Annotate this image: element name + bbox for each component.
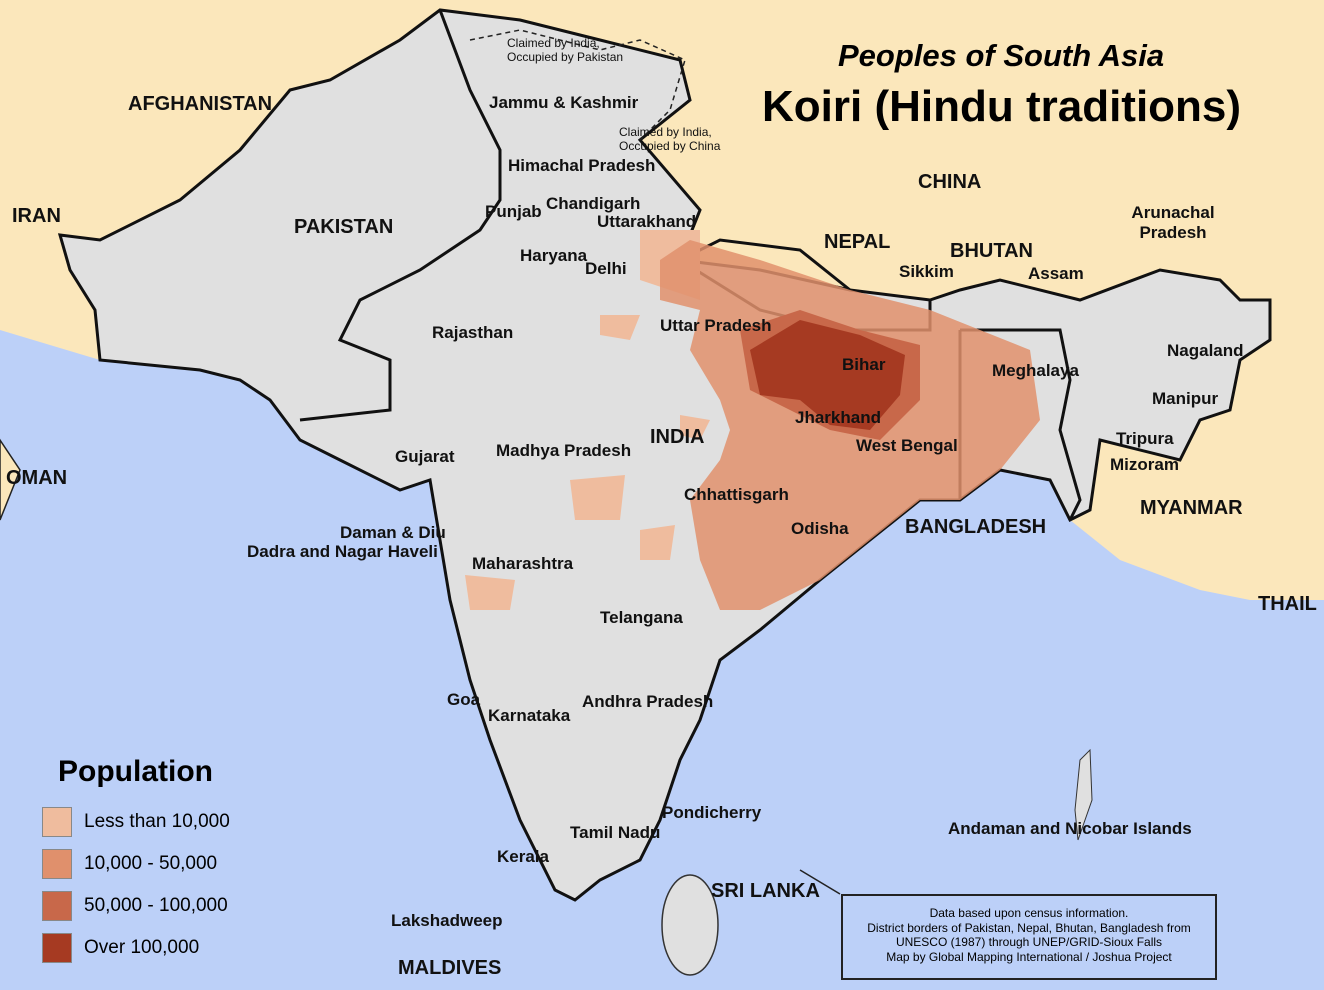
region-label: Tamil Nadu — [570, 823, 661, 842]
legend-label: 10,000 - 50,000 — [84, 853, 218, 874]
credits-box: Data based upon census information. Dist… — [841, 894, 1217, 980]
legend-label: Over 100,000 — [84, 937, 200, 958]
country-label: OMAN — [6, 467, 68, 489]
region-label: Delhi — [585, 259, 627, 278]
legend-item: 10,000 - 50,000 — [42, 849, 217, 879]
region-label: Dadra and Nagar Haveli — [247, 542, 438, 561]
legend-item: Over 100,000 — [42, 933, 199, 963]
country-label: SRI LANKA — [711, 880, 820, 902]
legend-swatch — [42, 807, 72, 837]
country-label: BHUTAN — [950, 240, 1033, 262]
pakistan-india-border — [299, 9, 502, 422]
region-label: Andaman and Nicobar Islands — [948, 819, 1192, 838]
region-label: Punjab — [485, 202, 542, 221]
region-label: Gujarat — [395, 447, 455, 466]
claim-note: Claimed by India, Occupied by Pakistan — [507, 36, 624, 64]
region-label: Uttarakhand — [597, 212, 697, 231]
claim-note: Claimed by India, Occupied by China — [619, 125, 721, 153]
region-label: Goa — [447, 690, 481, 709]
andaman-islands — [1074, 748, 1093, 841]
country-label: BANGLADESH — [905, 516, 1047, 538]
country-label: MALDIVES — [398, 957, 502, 979]
sri-lanka-land — [661, 874, 719, 976]
legend-swatch — [42, 849, 72, 879]
region-label: Uttar Pradesh — [660, 316, 772, 335]
country-label: NEPAL — [824, 231, 891, 253]
legend-item: 50,000 - 100,000 — [42, 891, 228, 921]
region-label: Kerala — [497, 847, 549, 866]
legend-swatch — [42, 891, 72, 921]
sea — [0, 330, 1324, 990]
map-title: Koiri (Hindu traditions) — [762, 82, 1242, 131]
region-label: Andhra Pradesh — [582, 692, 714, 711]
region-label: Rajasthan — [432, 323, 514, 342]
region-label: Haryana — [520, 246, 588, 265]
legend-item: Less than 10,000 — [42, 807, 230, 837]
region-label: Madhya Pradesh — [496, 441, 632, 460]
legend-swatch — [42, 933, 72, 963]
kashmir-claim-line — [469, 29, 686, 141]
credits-line: Data based upon census information. — [929, 906, 1129, 920]
country-label: IRAN — [12, 205, 61, 227]
region-label: West Bengal — [856, 436, 958, 455]
country-label: THAIL — [1258, 593, 1317, 615]
country-label: PAKISTAN — [294, 216, 394, 238]
legend-label: Less than 10,000 — [84, 811, 230, 832]
country-label: AFGHANISTAN — [128, 93, 273, 115]
south-asia-land — [57, 8, 1272, 902]
legend-label: 50,000 - 100,000 — [84, 895, 228, 916]
region-label: Nagaland — [1167, 341, 1244, 360]
region-label: Daman & Diu — [340, 523, 446, 542]
country-label: CHINA — [918, 171, 982, 193]
country-label: MYANMAR — [1140, 497, 1243, 519]
region-label: Himachal Pradesh — [508, 156, 656, 175]
legend-title: Population — [58, 755, 213, 788]
region-label: Lakshadweep — [391, 911, 503, 930]
credits-line: District borders of Pakistan, Nepal, Bhu… — [867, 920, 1191, 935]
region-label: Arunachal Pradesh — [1131, 203, 1215, 242]
region-label: Chhattisgarh — [684, 485, 789, 504]
region-label: Manipur — [1152, 389, 1219, 408]
region-label: Meghalaya — [992, 361, 1079, 380]
region-label: Chandigarh — [546, 194, 641, 213]
credits-line: UNESCO (1987) through UNEP/GRID-Sioux Fa… — [895, 935, 1163, 949]
credits-line: Map by Global Mapping International / Jo… — [886, 949, 1172, 964]
map-subtitle: Peoples of South Asia — [838, 38, 1165, 73]
region-label: Odisha — [791, 519, 849, 538]
region-label: Pondicherry — [662, 803, 762, 822]
country-label: INDIA — [650, 426, 705, 448]
region-label: Tripura — [1116, 429, 1174, 448]
region-label: Sikkim — [899, 262, 954, 281]
region-label: Jammu & Kashmir — [489, 93, 639, 112]
region-label: Assam — [1028, 264, 1084, 283]
credits-pointer — [799, 869, 841, 895]
region-label: Telangana — [600, 608, 683, 627]
region-label: Maharashtra — [472, 554, 574, 573]
population-very-high — [750, 320, 905, 430]
region-label: Karnataka — [488, 706, 571, 725]
region-label: Bihar — [842, 355, 886, 374]
region-label: Mizoram — [1110, 455, 1179, 474]
oman-land — [0, 438, 21, 521]
region-label: Jharkhand — [795, 408, 881, 427]
